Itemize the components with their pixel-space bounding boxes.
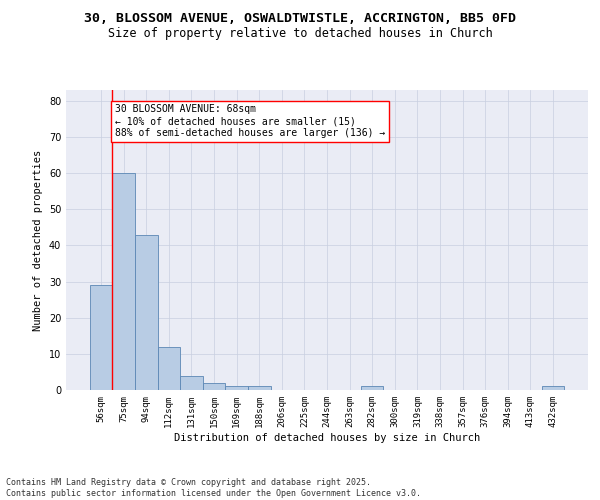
Bar (180, 376, 203, 390)
Bar (90, 285, 112, 390)
Bar (361, 386, 383, 390)
Bar (158, 346, 180, 390)
Text: 30, BLOSSOM AVENUE, OSWALDTWISTLE, ACCRINGTON, BB5 0FD: 30, BLOSSOM AVENUE, OSWALDTWISTLE, ACCRI… (84, 12, 516, 26)
X-axis label: Distribution of detached houses by size in Church: Distribution of detached houses by size … (174, 432, 480, 442)
Bar (248, 386, 271, 390)
Bar (112, 173, 135, 390)
Y-axis label: Number of detached properties: Number of detached properties (33, 150, 43, 330)
Bar (226, 386, 248, 390)
Bar (135, 234, 158, 390)
Text: 30 BLOSSOM AVENUE: 68sqm
← 10% of detached houses are smaller (15)
88% of semi-d: 30 BLOSSOM AVENUE: 68sqm ← 10% of detach… (115, 104, 385, 138)
Bar (542, 386, 564, 390)
Text: Size of property relative to detached houses in Church: Size of property relative to detached ho… (107, 28, 493, 40)
Bar (203, 383, 226, 390)
Text: Contains HM Land Registry data © Crown copyright and database right 2025.
Contai: Contains HM Land Registry data © Crown c… (6, 478, 421, 498)
